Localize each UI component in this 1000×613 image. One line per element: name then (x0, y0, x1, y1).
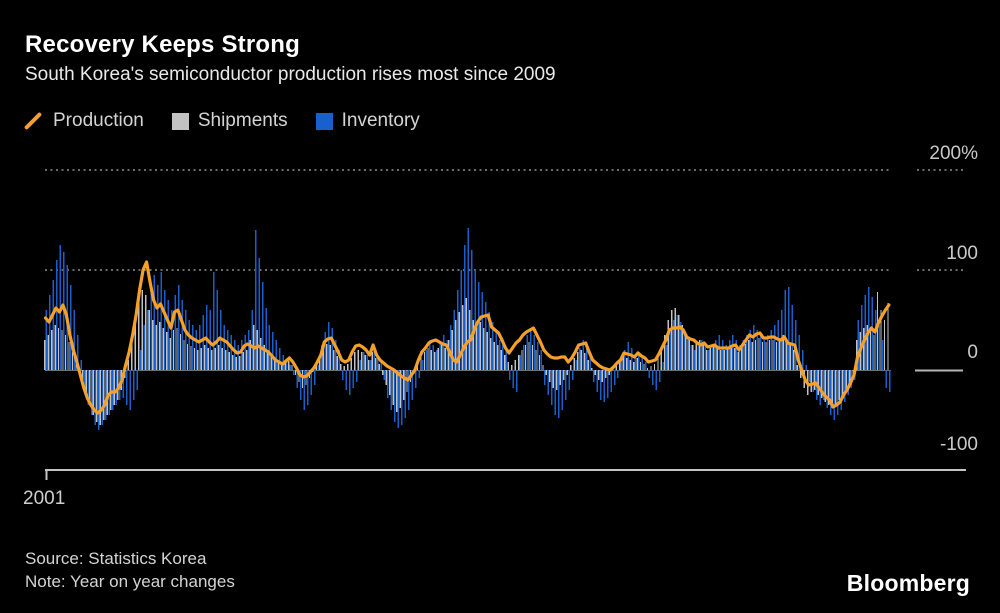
legend-label-shipments: Shipments (197, 110, 288, 131)
production-line (43, 260, 891, 415)
inventory-bars (45, 228, 891, 430)
chart-subtitle: South Korea's semiconductor production r… (25, 64, 556, 85)
shipments-bars (43, 290, 889, 425)
legend-label-production: Production (53, 110, 144, 131)
y-tick-200: 200% (929, 143, 978, 164)
legend-item-inventory: Inventory (315, 110, 420, 132)
y-tick-100: 100 (946, 243, 978, 264)
inventory-square-swatch-icon (315, 112, 333, 130)
shipments-square-swatch-icon (171, 112, 189, 130)
note-line: Note: Year on year changes (25, 572, 235, 591)
legend-item-shipments: Shipments (171, 110, 288, 132)
x-tick-2001: 2001 (23, 488, 66, 509)
bloomberg-logo: Bloomberg (846, 570, 970, 596)
source-line: Source: Statistics Korea (25, 549, 207, 568)
legend-label-inventory: Inventory (341, 110, 420, 131)
y-tick-neg100: -100 (939, 434, 978, 455)
y-tick-0: 0 (967, 342, 978, 363)
chart-title: Recovery Keeps Strong (25, 31, 300, 58)
legend: Production Shipments Inventory (22, 108, 420, 134)
legend-item-production: Production (22, 110, 144, 132)
source-note: Source: Statistics Korea Note: Year on y… (25, 547, 235, 593)
